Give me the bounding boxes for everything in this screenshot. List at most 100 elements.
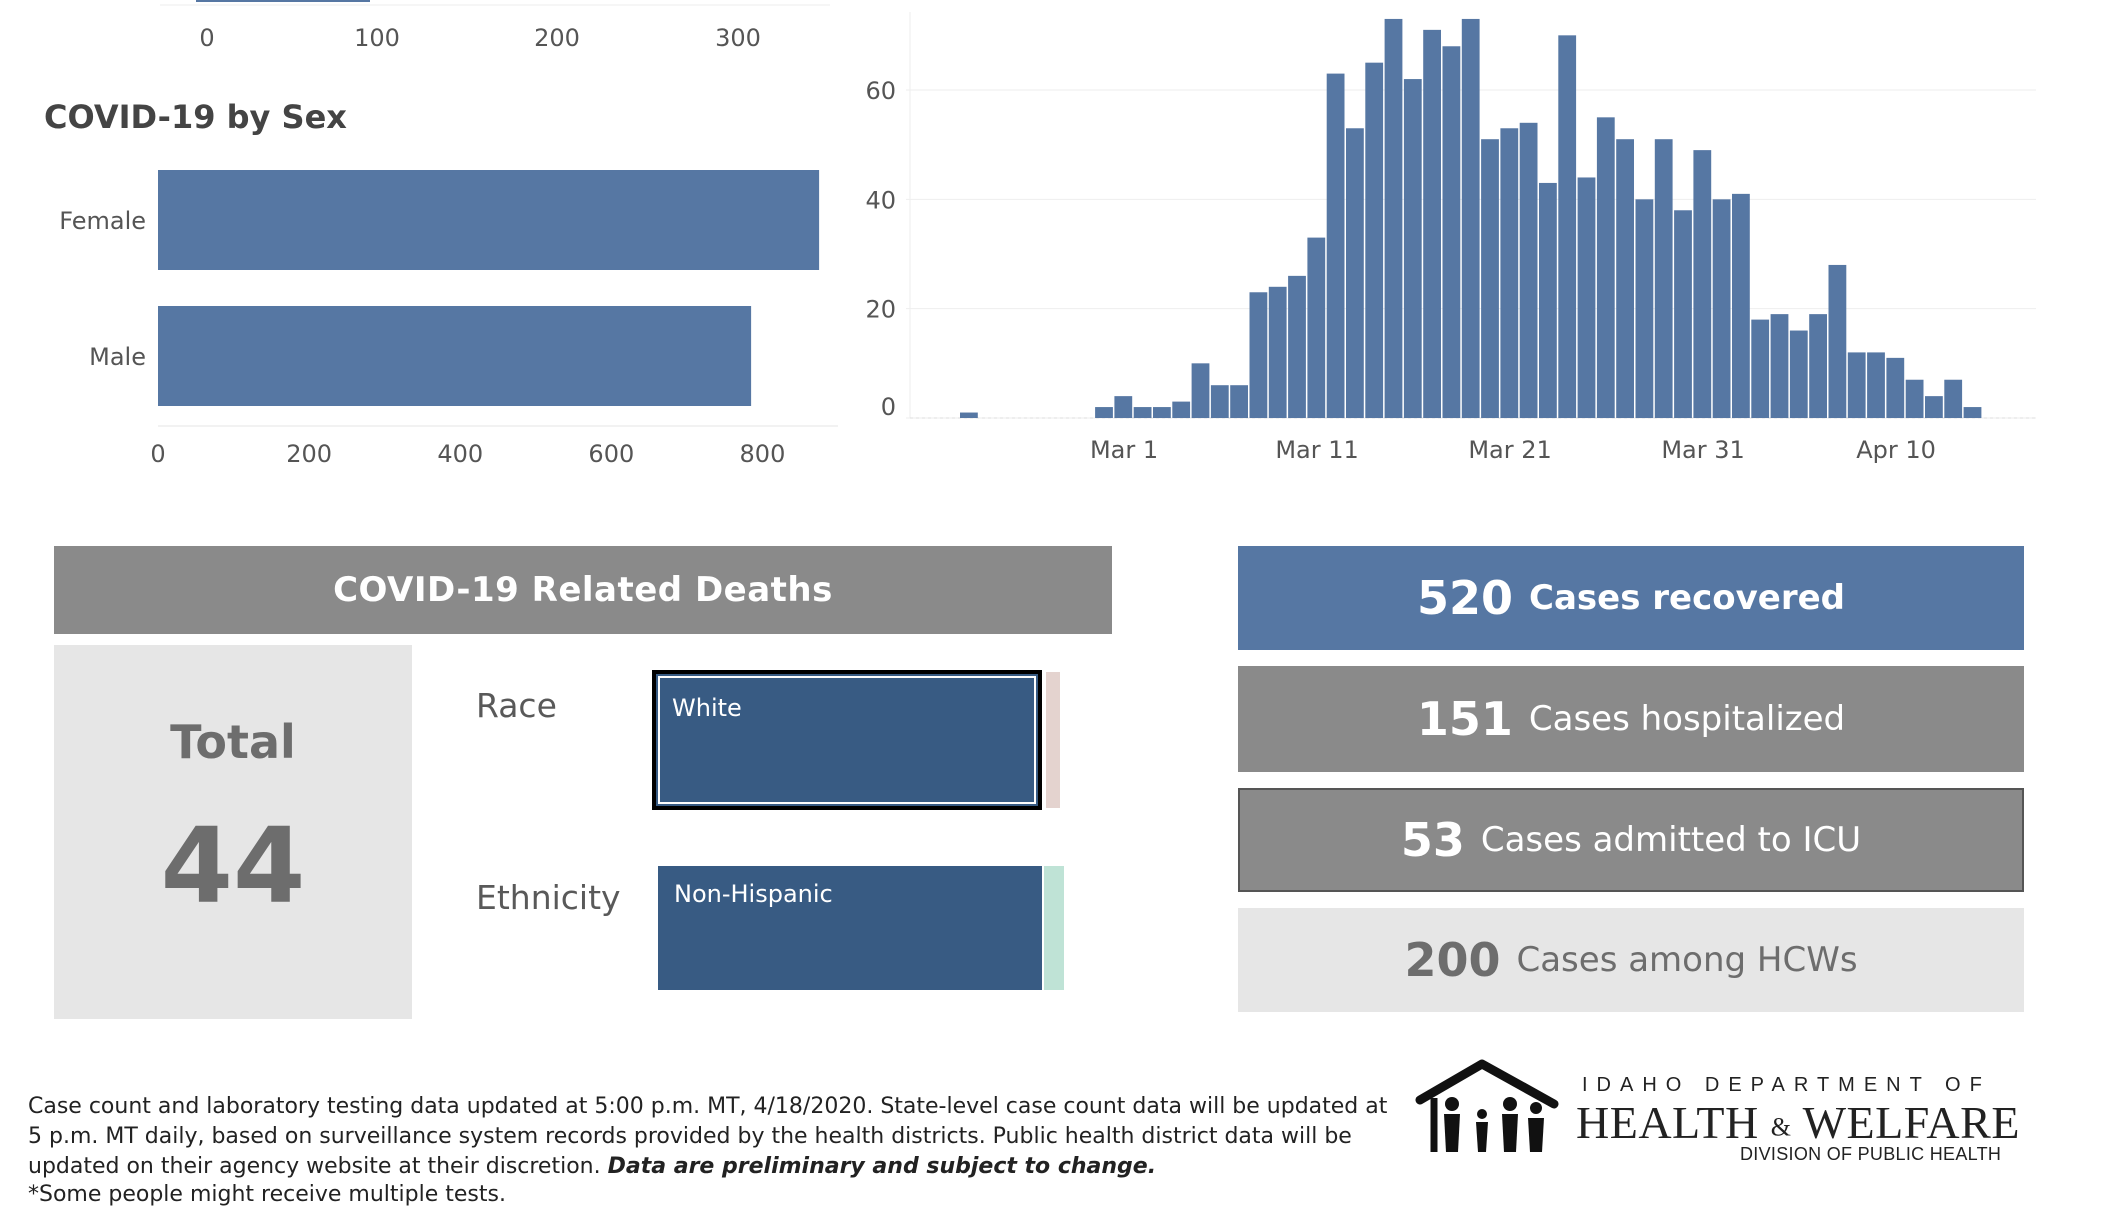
race-label: Race — [476, 686, 557, 725]
onset-bar[interactable] — [1944, 379, 1963, 418]
sex-bar-male[interactable] — [158, 306, 752, 406]
sex-category-label: Female — [59, 207, 146, 235]
onset-bar[interactable] — [1481, 139, 1499, 418]
top-axis-tick: 0 — [199, 24, 214, 52]
stat-icu-value: 53 — [1400, 813, 1465, 867]
onset-bar[interactable] — [1210, 385, 1229, 418]
sex-bar-female[interactable] — [158, 170, 820, 270]
onset-y-tick: 60 — [865, 77, 896, 105]
onset-bar[interactable] — [1461, 18, 1480, 419]
deaths-total-card: Total 44 — [54, 645, 412, 1019]
top-axis: 0 100 200 300 — [160, 0, 830, 52]
onset-bar[interactable] — [1114, 396, 1133, 418]
onset-bar[interactable] — [1770, 314, 1789, 418]
onset-bar[interactable] — [960, 412, 978, 418]
onset-bar[interactable] — [1809, 314, 1827, 418]
onset-x-tick: Mar 31 — [1661, 436, 1744, 464]
onset-bar[interactable] — [1500, 128, 1519, 418]
stat-hospitalized-card: 151 Cases hospitalized — [1238, 666, 2024, 772]
onset-bar[interactable] — [1558, 35, 1577, 418]
onset-bar[interactable] — [1288, 275, 1306, 418]
onset-bar[interactable] — [1732, 193, 1750, 418]
stat-recovered-label: Cases recovered — [1529, 578, 1846, 618]
top-axis-tick: 200 — [534, 24, 580, 52]
onset-bar[interactable] — [1577, 177, 1596, 418]
onset-bar[interactable] — [1886, 357, 1905, 418]
onset-bar[interactable] — [1789, 330, 1808, 418]
top-axis-tick: 100 — [354, 24, 400, 52]
onset-y-tick: 20 — [865, 296, 896, 324]
stat-recovered-card: 520 Cases recovered — [1238, 546, 2024, 650]
logo-health: HEALTH — [1576, 1097, 1759, 1148]
stat-icu-label: Cases admitted to ICU — [1480, 820, 1862, 860]
onset-bar[interactable] — [1442, 46, 1461, 419]
onset-bar[interactable] — [1654, 139, 1673, 418]
sex-chart: COVID-19 by Sex Female Male 0 200 400 600 800 — [44, 98, 838, 468]
onset-x-tick: Apr 10 — [1856, 436, 1936, 464]
race-bar-other[interactable] — [1046, 672, 1060, 808]
onset-bar[interactable] — [1519, 122, 1538, 419]
top-axis-tick: 300 — [715, 24, 761, 52]
deaths-header: COVID-19 Related Deaths — [54, 546, 1112, 634]
onset-bar[interactable] — [1635, 199, 1654, 418]
sex-axis-tick: 800 — [740, 440, 786, 468]
onset-bar[interactable] — [1153, 407, 1171, 418]
ethnicity-bar-label: Non-Hispanic — [674, 880, 833, 908]
ethnicity-bar-non-hispanic[interactable]: Non-Hispanic — [658, 866, 1042, 990]
onset-bar[interactable] — [1172, 401, 1191, 418]
ethnicity-bar-other[interactable] — [1044, 866, 1064, 990]
onset-bar[interactable] — [1616, 139, 1634, 418]
onset-bar[interactable] — [1847, 352, 1866, 418]
footnote-note: *Some people might receive multiple test… — [28, 1182, 506, 1207]
logo-line3: DIVISION OF PUBLIC HEALTH — [1740, 1144, 2002, 1164]
onset-bar[interactable] — [1133, 407, 1152, 418]
stat-icu-card: 53 Cases admitted to ICU — [1238, 788, 2024, 892]
sex-chart-title: COVID-19 by Sex — [44, 98, 347, 136]
onset-bar[interactable] — [1867, 352, 1885, 418]
onset-bar[interactable] — [1095, 407, 1113, 418]
onset-bar[interactable] — [1249, 292, 1268, 418]
sex-axis-tick: 200 — [286, 440, 332, 468]
onset-bar[interactable] — [1925, 396, 1943, 418]
footnote: Case count and laboratory testing data u… — [28, 1092, 1398, 1182]
onset-bar[interactable] — [1674, 210, 1692, 418]
onset-bar[interactable] — [1230, 385, 1248, 418]
stat-hospitalized-label: Cases hospitalized — [1528, 699, 1846, 739]
logo-amp: & — [1770, 1112, 1792, 1142]
onset-bar[interactable] — [1423, 29, 1441, 418]
logo-welfare: WELFARE — [1802, 1097, 2020, 1148]
race-bar-label: White — [672, 694, 742, 722]
onset-bar[interactable] — [1384, 18, 1403, 419]
onset-y-tick: 40 — [865, 186, 896, 214]
onset-bar[interactable] — [1365, 62, 1384, 419]
onset-bar[interactable] — [1346, 128, 1364, 418]
onset-x-tick: Mar 1 — [1090, 436, 1158, 464]
onset-chart: 0 20 40 60 Mar 1 Mar 11 Mar 21 Mar 31 Apr 10 — [865, 12, 2036, 464]
stat-recovered-value: 520 — [1416, 571, 1514, 625]
stat-hcw-label: Cases among HCWs — [1516, 940, 1858, 980]
footnote-text: Case count and laboratory testing data u… — [28, 1094, 1388, 1179]
onset-bar[interactable] — [1539, 182, 1557, 418]
sex-axis-tick: 400 — [437, 440, 483, 468]
onset-bar[interactable] — [1751, 319, 1770, 418]
onset-x-tick: Mar 11 — [1275, 436, 1358, 464]
sex-axis-tick: 0 — [150, 440, 165, 468]
onset-bar[interactable] — [1693, 150, 1712, 418]
onset-bar[interactable] — [1596, 117, 1615, 418]
stat-hcw-value: 200 — [1404, 933, 1501, 987]
onset-x-tick: Mar 21 — [1468, 436, 1551, 464]
onset-bar[interactable] — [1307, 237, 1326, 418]
deaths-total-label: Total — [170, 715, 296, 769]
onset-bar[interactable] — [1712, 199, 1731, 418]
onset-bar[interactable] — [1403, 79, 1422, 419]
stat-hospitalized-value: 151 — [1416, 692, 1513, 746]
onset-bar[interactable] — [1191, 363, 1210, 418]
sex-category-label: Male — [89, 343, 146, 371]
onset-bar[interactable] — [1828, 264, 1847, 418]
race-bar-white[interactable]: White — [652, 670, 1042, 810]
ethnicity-label: Ethnicity — [476, 878, 621, 917]
onset-bar[interactable] — [1326, 73, 1345, 418]
onset-bar[interactable] — [1963, 407, 1982, 418]
onset-bar[interactable] — [1268, 286, 1287, 418]
onset-bar[interactable] — [1905, 379, 1924, 418]
